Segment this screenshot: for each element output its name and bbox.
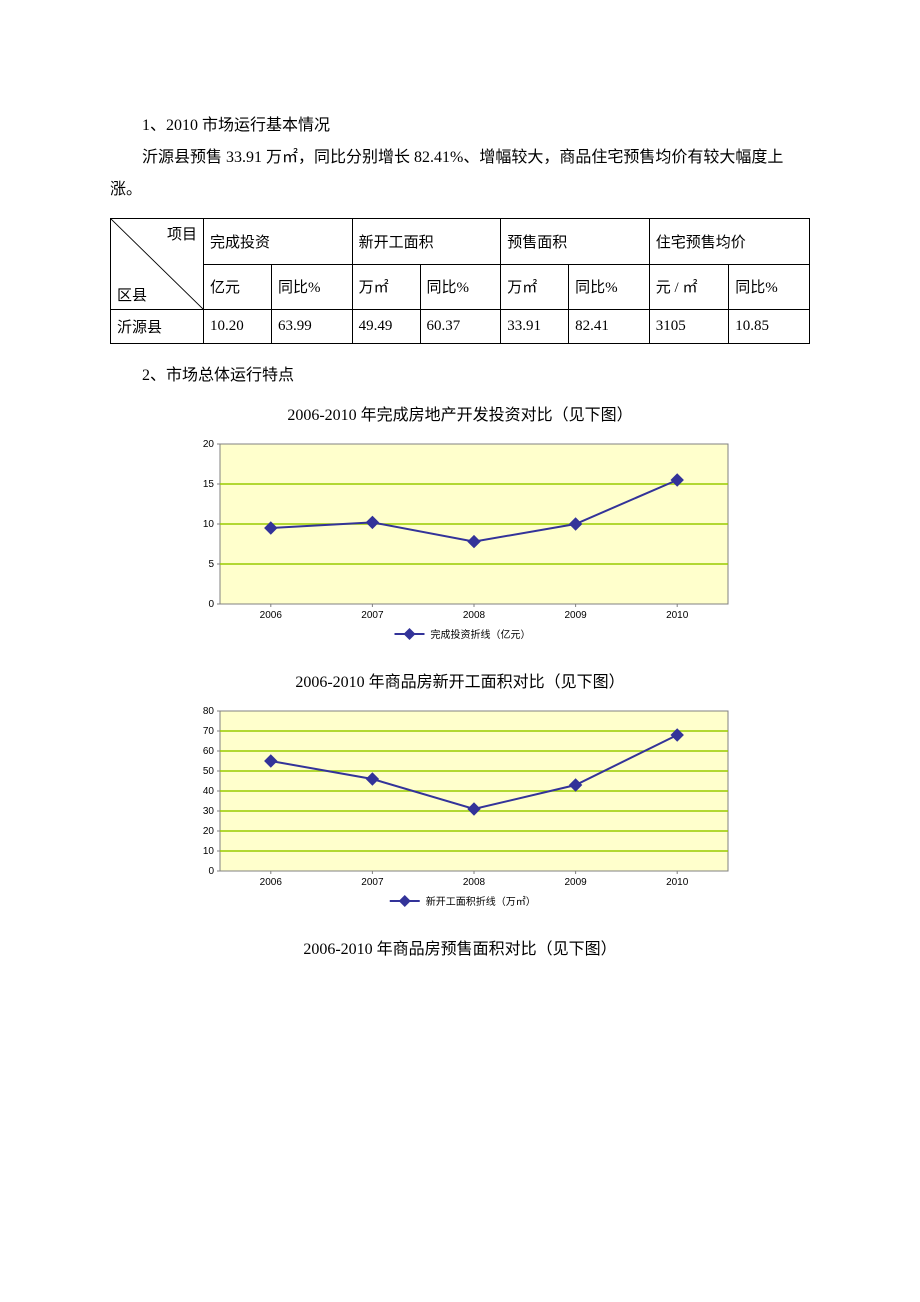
svg-text:2010: 2010 [666,877,689,888]
table-cell: 82.41 [569,310,650,344]
chart2-caption: 2006-2010 年商品房新开工面积对比（见下图） [110,667,810,699]
table-diag-header: 项目 区县 [111,219,204,310]
svg-text:20: 20 [203,826,215,837]
heading-2: 2、市场总体运行特点 [110,360,810,392]
svg-text:2006: 2006 [260,610,283,621]
group-header: 住宅预售均价 [649,219,809,265]
table-cell: 10.20 [204,310,272,344]
svg-text:0: 0 [208,866,214,877]
data-table: 项目 区县 完成投资 新开工面积 预售面积 住宅预售均价 亿元 同比% 万㎡ 同… [110,218,810,344]
group-header: 完成投资 [204,219,353,265]
sub-header: 同比% [569,264,650,310]
group-header: 新开工面积 [352,219,501,265]
group-header: 预售面积 [501,219,650,265]
svg-text:70: 70 [203,726,215,737]
svg-text:80: 80 [203,706,215,717]
svg-text:2009: 2009 [564,877,587,888]
svg-text:60: 60 [203,746,215,757]
document-page: 1、2010 市场运行基本情况 沂源县预售 33.91 万㎡，同比分别增长 82… [0,0,920,1010]
row-label: 沂源县 [111,310,204,344]
table-cell: 10.85 [729,310,810,344]
sub-header: 亿元 [204,264,272,310]
svg-text:40: 40 [203,786,215,797]
svg-text:0: 0 [208,599,214,610]
svg-text:新开工面积折线（万㎡）: 新开工面积折线（万㎡） [426,895,536,908]
svg-text:5: 5 [208,559,214,570]
svg-text:10: 10 [203,846,215,857]
svg-text:50: 50 [203,766,215,777]
svg-text:30: 30 [203,806,215,817]
chart3-caption: 2006-2010 年商品房预售面积对比（见下图） [110,934,810,966]
investment-line-chart: 0 5 10 15 20 2006 2007 2008 2009 2010 完成投资折线（亿元） [180,436,740,646]
svg-text:2008: 2008 [463,610,486,621]
svg-text:20: 20 [203,439,215,450]
svg-text:完成投资折线（亿元）: 完成投资折线（亿元） [431,628,531,641]
table-cell: 3105 [649,310,728,344]
svg-text:2007: 2007 [361,610,384,621]
diag-top-label: 项目 [167,223,197,244]
svg-text:2007: 2007 [361,877,384,888]
sub-header: 万㎡ [352,264,420,310]
svg-text:10: 10 [203,519,215,530]
sub-header: 万㎡ [501,264,569,310]
chart1-caption: 2006-2010 年完成房地产开发投资对比（见下图） [110,400,810,432]
sub-header: 元 / ㎡ [649,264,728,310]
heading-1: 1、2010 市场运行基本情况 [110,110,810,142]
paragraph-1: 沂源县预售 33.91 万㎡，同比分别增长 82.41%、增幅较大，商品住宅预售… [110,142,810,206]
diag-bot-label: 区县 [117,284,147,305]
table-cell: 63.99 [271,310,352,344]
table-cell: 49.49 [352,310,420,344]
svg-text:2009: 2009 [564,610,587,621]
chart1-wrap: 0 5 10 15 20 2006 2007 2008 2009 2010 完成投资折线（亿元） [110,436,810,651]
svg-text:2010: 2010 [666,610,689,621]
sub-header: 同比% [729,264,810,310]
sub-header: 同比% [271,264,352,310]
chart2-wrap: 0 10 20 30 40 50 60 70 80 2006 2007 2008 2009 2010 新开工… [110,703,810,918]
svg-text:2006: 2006 [260,877,283,888]
table-cell: 60.37 [420,310,501,344]
table-cell: 33.91 [501,310,569,344]
sub-header: 同比% [420,264,501,310]
svg-text:2008: 2008 [463,877,486,888]
svg-text:15: 15 [203,479,215,490]
new-construction-line-chart: 0 10 20 30 40 50 60 70 80 2006 2007 2008 2009 2010 新开工… [180,703,740,913]
